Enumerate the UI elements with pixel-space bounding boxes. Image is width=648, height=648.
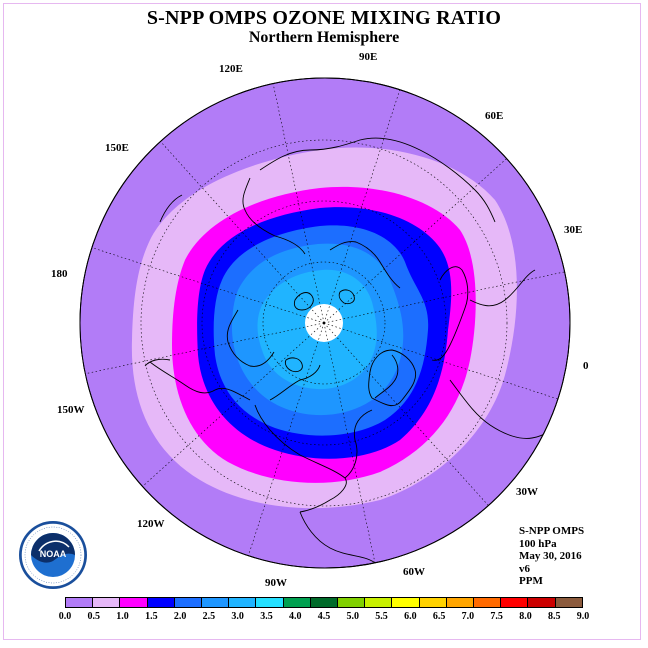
logo-text: NOAA [40, 549, 67, 559]
info-product: S-NPP OMPS [519, 525, 585, 537]
colorbar-tick-label: 7.5 [490, 611, 503, 622]
noaa-logo: NOAA [19, 521, 87, 589]
graticule-parallels [140, 139, 508, 507]
colorbar-segment [202, 598, 230, 607]
meridian-line [323, 155, 510, 324]
colorbar-segment [392, 598, 420, 607]
colorbar-segment [147, 598, 175, 607]
meridian-line [246, 322, 325, 561]
colorbar-segment [283, 598, 311, 607]
meridian-line [138, 322, 325, 491]
colorbar-segment [528, 598, 556, 607]
colorbar-tick-label: 0.0 [58, 611, 72, 622]
colorbar-segment [446, 598, 475, 607]
lon-label-180: 180 [51, 268, 68, 280]
info-block: S-NPP OMPS 100 hPa May 30, 2016 v6 PPM [519, 525, 584, 588]
colorbar-segment [501, 598, 529, 607]
lon-label-30w: 30W [516, 486, 538, 498]
colorbar-segment [229, 598, 257, 607]
meridian-line [323, 270, 569, 324]
figure-frame [3, 3, 641, 640]
colorbar-segment [474, 598, 502, 607]
colorbar-tick-label: 3.5 [260, 611, 273, 622]
lon-label-0: 0 [583, 360, 589, 372]
colorbar-tick-label: 5.5 [375, 611, 388, 622]
colorbar-tick-label: 5.0 [346, 611, 360, 622]
colorbar-segment [120, 598, 148, 607]
lon-label-90w: 90W [265, 577, 287, 589]
colorbar-segment [66, 598, 94, 607]
lon-label-60w: 60W [403, 566, 425, 578]
graticule-meridians [80, 78, 569, 568]
lon-label-30e: 30E [564, 224, 583, 236]
info-units: PPM [519, 575, 543, 587]
colorbar-tick-label: 9.0 [576, 611, 590, 622]
colorbar-segment [419, 598, 447, 607]
colorbar-segment [256, 598, 284, 607]
meridian-line [323, 322, 492, 509]
colorbar-tick-label: 0.5 [87, 611, 101, 622]
ozone-field [80, 78, 569, 568]
colorbar-segment [310, 598, 339, 607]
colorbar-tick-label: 4.0 [288, 611, 302, 622]
colorbar-tick-label: 6.0 [404, 611, 417, 622]
colorbar-tick-label: 2.5 [202, 611, 216, 622]
meridian-line [323, 322, 562, 401]
colorbar-segment [338, 598, 366, 607]
lon-label-150e: 150E [105, 142, 129, 154]
colorbar-tick-label: 3.0 [231, 611, 244, 622]
meridian-line [323, 85, 402, 324]
lon-label-90e: 90E [359, 51, 378, 63]
noaa-emblem-icon: NOAA [20, 522, 86, 588]
meridian-line [80, 322, 325, 376]
colorbar-tick-label: 6.5 [432, 611, 446, 622]
meridian-line [156, 137, 325, 324]
map-disk-outline [79, 77, 571, 569]
meridian-line [323, 322, 377, 568]
colorbar-tick-label: 4.5 [317, 611, 331, 622]
info-level: 100 hPa [519, 537, 557, 550]
lon-label-150w: 150W [57, 404, 85, 416]
colorbar-segment [93, 598, 121, 607]
colorbar-tick-label: 1.5 [145, 611, 158, 622]
colorbar-ticks: 0.0 0.5 1.0 1.5 2.0 2.5 3.0 3.5 4.0 4.5 5.0 5.5 6.0 6… [0, 611, 648, 625]
map-title: S-NPP OMPS OZONE MIXING RATIO [146, 7, 502, 29]
info-date: May 30, 2016 [519, 550, 582, 562]
info-version: v6 [519, 562, 530, 575]
colorbar [65, 597, 583, 608]
lon-label-120e: 120E [219, 63, 243, 75]
colorbar-segment [174, 598, 203, 607]
colorbar-tick-label: 8.5 [547, 611, 561, 622]
colorbar-tick-label: 2.0 [173, 611, 187, 622]
map-subtitle: Northern Hemisphere [248, 29, 400, 46]
colorbar-segment [365, 598, 393, 607]
colorbar-segment [555, 598, 582, 607]
meridian-line [86, 245, 325, 324]
colorbar-tick-label: 7.0 [461, 611, 475, 622]
lon-label-120w: 120W [137, 518, 165, 530]
colorbar-tick-label: 1.0 [116, 611, 129, 622]
lon-label-60e: 60E [485, 110, 504, 122]
meridian-line [271, 78, 325, 324]
colorbar-tick-label: 8.0 [519, 611, 532, 622]
